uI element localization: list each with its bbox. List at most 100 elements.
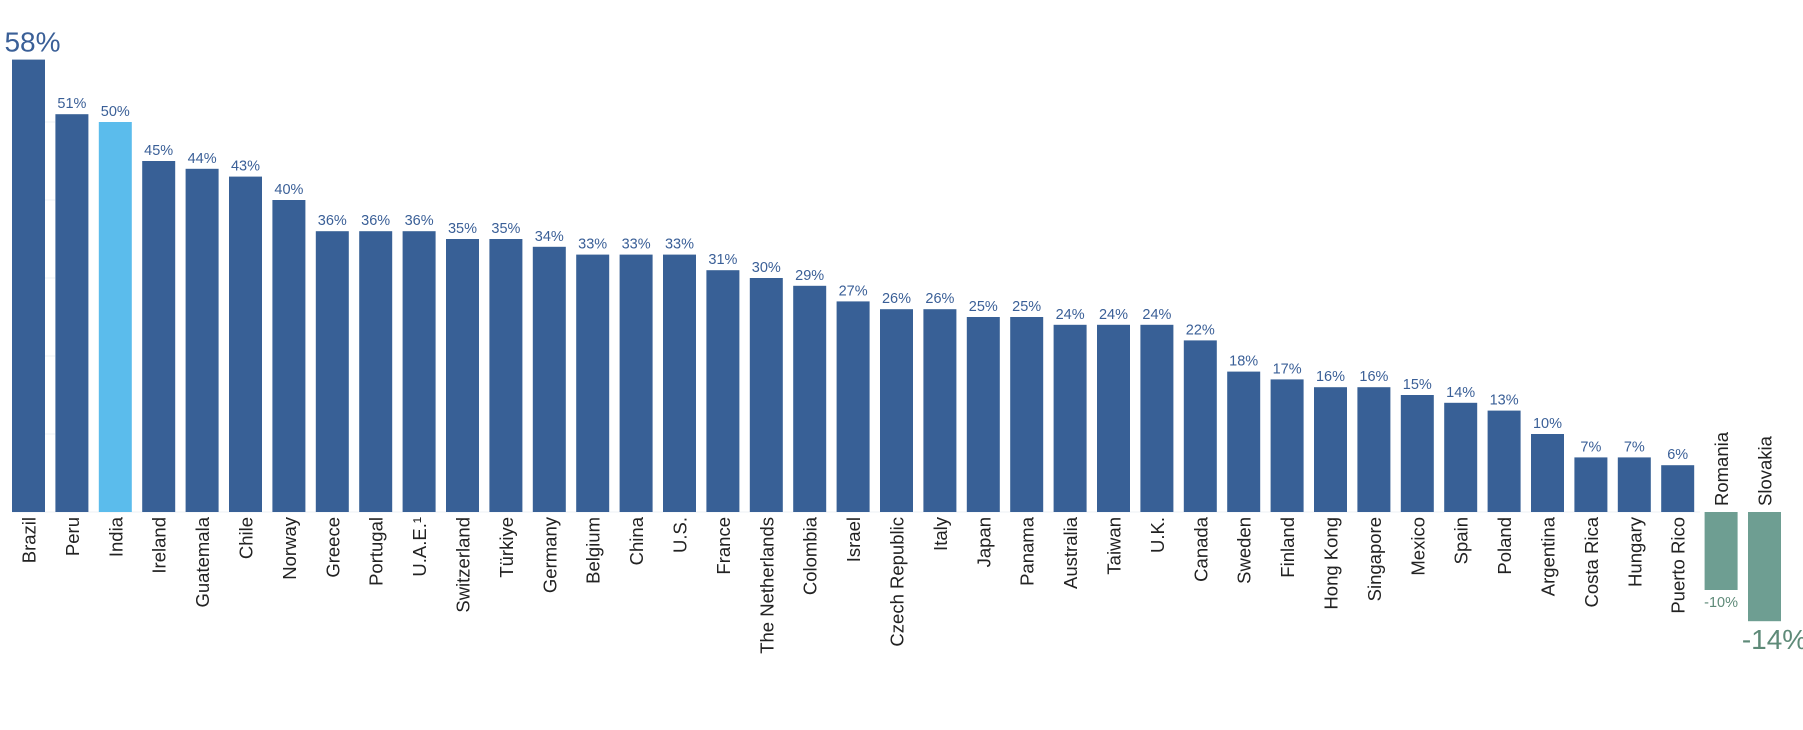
data-label: 18%: [1229, 354, 1258, 370]
category-label: Italy: [930, 516, 951, 551]
bar-hong-kong: [1314, 387, 1347, 512]
bar-panama: [1010, 317, 1044, 512]
data-label: 30%: [752, 260, 781, 276]
bar-france: [706, 270, 740, 512]
data-label: 16%: [1316, 369, 1345, 385]
category-label: Greece: [322, 517, 343, 578]
bar-greece: [315, 231, 349, 512]
category-label: Panama: [1017, 516, 1038, 586]
data-label: 7%: [1580, 439, 1601, 455]
category-label: Switzerland: [453, 517, 474, 613]
data-label: 51%: [57, 96, 86, 112]
category-label: Hungary: [1624, 516, 1645, 587]
category-label: Colombia: [800, 516, 821, 595]
bar-switzerland: [446, 239, 479, 512]
bar-u-k-: [1140, 324, 1174, 512]
bar-brazil: [12, 59, 45, 512]
bar-puerto-rico: [1661, 465, 1695, 512]
data-label: 36%: [361, 213, 390, 229]
bar-mexico: [1400, 395, 1434, 512]
data-label: 50%: [101, 104, 130, 120]
bar-norway: [272, 200, 306, 512]
data-label: 7%: [1624, 439, 1645, 455]
category-label: Slovakia: [1755, 435, 1776, 506]
bar-costa-rica: [1574, 457, 1608, 512]
category-label: Türkiye: [496, 517, 517, 578]
bar-china: [619, 254, 653, 512]
bar-u-a-e-: [402, 231, 436, 512]
bar-u-s-: [663, 254, 696, 512]
data-label: 36%: [318, 213, 347, 229]
category-label: Peru: [62, 517, 83, 556]
bar-argentina: [1531, 434, 1564, 512]
data-label: 33%: [578, 237, 607, 253]
bar-colombia: [793, 285, 827, 512]
data-label: 24%: [1099, 307, 1128, 323]
bar-slovakia: [1748, 512, 1781, 622]
category-label: Japan: [973, 517, 994, 567]
bar-belgium: [576, 254, 610, 512]
bar-chile: [229, 176, 262, 512]
bar-sweden: [1227, 371, 1261, 512]
category-label: U.K.: [1147, 517, 1168, 553]
category-label: Guatemala: [192, 516, 213, 607]
category-label: U.A.E.¹: [409, 517, 430, 577]
data-label: 40%: [274, 182, 303, 198]
data-label: 24%: [1142, 307, 1171, 323]
category-label: Belgium: [583, 517, 604, 584]
data-label: 29%: [795, 268, 824, 284]
data-label: -10%: [1704, 595, 1738, 611]
data-label: 34%: [535, 229, 564, 245]
category-label: Israel: [843, 517, 864, 562]
category-label: Hong Kong: [1321, 517, 1342, 610]
bar-singapore: [1357, 387, 1391, 512]
data-label: 26%: [925, 291, 954, 307]
bar-czech-republic: [880, 309, 913, 512]
data-label: 35%: [448, 221, 477, 237]
bar-finland: [1270, 379, 1304, 512]
data-label: 44%: [188, 151, 217, 167]
bar-hungary: [1617, 457, 1651, 512]
category-label: Puerto Rico: [1668, 517, 1689, 614]
data-label: 14%: [1446, 385, 1475, 401]
data-label: 6%: [1667, 447, 1688, 463]
data-label: 13%: [1490, 393, 1519, 409]
category-label: U.S.: [670, 517, 691, 553]
category-label: Ireland: [149, 517, 170, 574]
bar-australia: [1053, 324, 1087, 512]
bar-germany: [532, 246, 566, 513]
category-label: Portugal: [366, 517, 387, 586]
data-label: 58%: [4, 27, 60, 58]
data-label: 27%: [839, 283, 868, 299]
bar-spain: [1444, 402, 1478, 512]
data-label: 33%: [622, 237, 651, 253]
data-label: 43%: [231, 159, 260, 175]
bar-t-rkiye: [489, 239, 523, 512]
data-label: 31%: [708, 252, 737, 268]
category-label: Chile: [236, 517, 257, 559]
category-label: Mexico: [1407, 517, 1428, 576]
bar-poland: [1487, 410, 1521, 512]
bar-peru: [55, 114, 89, 512]
category-label: Spain: [1451, 517, 1472, 564]
category-label: Czech Republic: [887, 517, 908, 647]
data-label: 16%: [1359, 369, 1388, 385]
data-label: 25%: [1012, 299, 1041, 315]
bar-japan: [966, 317, 1000, 512]
category-label: Costa Rica: [1581, 516, 1602, 607]
data-label: -14%: [1742, 624, 1803, 655]
bar-guatemala: [185, 168, 219, 513]
category-label: Singapore: [1364, 517, 1385, 601]
bar-canada: [1183, 340, 1217, 512]
category-label: Brazil: [19, 517, 40, 563]
data-label: 35%: [491, 221, 520, 237]
data-label: 33%: [665, 237, 694, 253]
bar-italy: [923, 309, 957, 512]
data-label: 15%: [1403, 377, 1432, 393]
bar-ireland: [142, 161, 176, 512]
category-label: Finland: [1277, 517, 1298, 578]
category-label: Australia: [1060, 516, 1081, 589]
bar-the-netherlands: [749, 278, 783, 512]
bar-india: [98, 122, 132, 512]
data-label: 45%: [144, 143, 173, 159]
